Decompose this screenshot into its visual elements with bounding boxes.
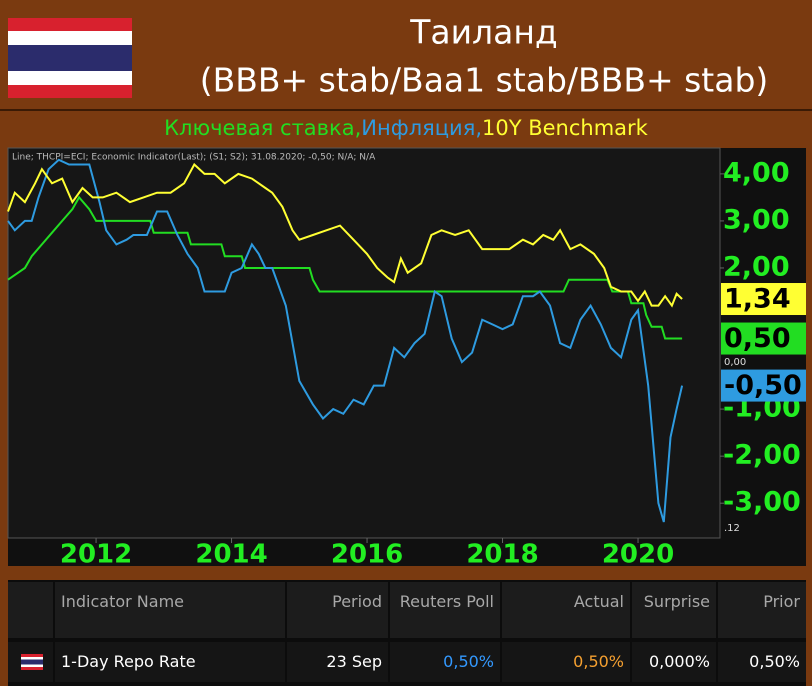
series-line <box>7 195 683 340</box>
header-cell: Reuters Poll <box>390 582 500 638</box>
info-line: Line; THCPI=ECI; Economic Indicator(Last… <box>12 153 376 163</box>
x-tick-label: 2016 <box>331 540 403 570</box>
legend: Ключевая ставка,Инфляция,10Y Benchmark <box>164 116 649 140</box>
row-flag <box>8 642 53 682</box>
x-tick-label: 2020 <box>602 540 674 570</box>
flag-icon <box>21 654 43 670</box>
zero-label: 0,00 <box>724 357 746 368</box>
header-cell: Surprise <box>632 582 716 638</box>
table-cell: 1-Day Repo Rate <box>55 642 285 682</box>
y-tick-label: -2,00 <box>723 440 801 471</box>
title: Таиланд <box>409 13 558 52</box>
chart: Таиланд (BBB+ stab/Baa1 stab/BBB+ stab) … <box>0 13 812 570</box>
flag <box>8 18 132 98</box>
series-line <box>7 158 684 523</box>
legend-entry: 10Y Benchmark <box>482 116 649 140</box>
table-cell: 0,000% <box>632 642 716 682</box>
table-cell: 0,50% <box>390 642 500 682</box>
last-value-box <box>721 283 806 316</box>
y-tick-label: 3,00 <box>723 204 790 235</box>
header-cell: Prior <box>718 582 806 638</box>
last-value-label: 1,34 <box>724 284 791 315</box>
y-tick-label: -3,00 <box>723 487 801 518</box>
table-cell: 23 Sep <box>287 642 388 682</box>
subtitle: (BBB+ stab/Baa1 stab/BBB+ stab) <box>200 61 769 100</box>
x-tick-label: 2014 <box>195 540 267 570</box>
last-value-label: 0,50 <box>724 323 791 354</box>
y-tick-label: 2,00 <box>723 251 790 282</box>
y-tick-label: 4,00 <box>723 157 790 188</box>
x-tick-label: 2012 <box>60 540 132 570</box>
legend-entry: Ключевая ставка, <box>164 116 361 140</box>
last-value-label: -0,50 <box>724 370 802 401</box>
plot-area <box>7 147 721 539</box>
last-value-box <box>721 369 806 402</box>
last-value-box <box>721 322 806 355</box>
table: Indicator Name Period Reuters Poll Actual Su… <box>8 580 806 686</box>
series-line <box>7 162 683 308</box>
x-tick-label: 2018 <box>466 540 538 570</box>
header-cell: Indicator Name <box>55 582 285 638</box>
header-cell: Period <box>287 582 388 638</box>
table-cell: 0,50% <box>502 642 630 682</box>
header-cell: Actual <box>502 582 630 638</box>
legend-entry: Инфляция, <box>361 116 482 140</box>
table-cell: 0,50% <box>718 642 806 682</box>
corner-label: .12 <box>724 523 740 534</box>
header-cell <box>8 582 53 638</box>
